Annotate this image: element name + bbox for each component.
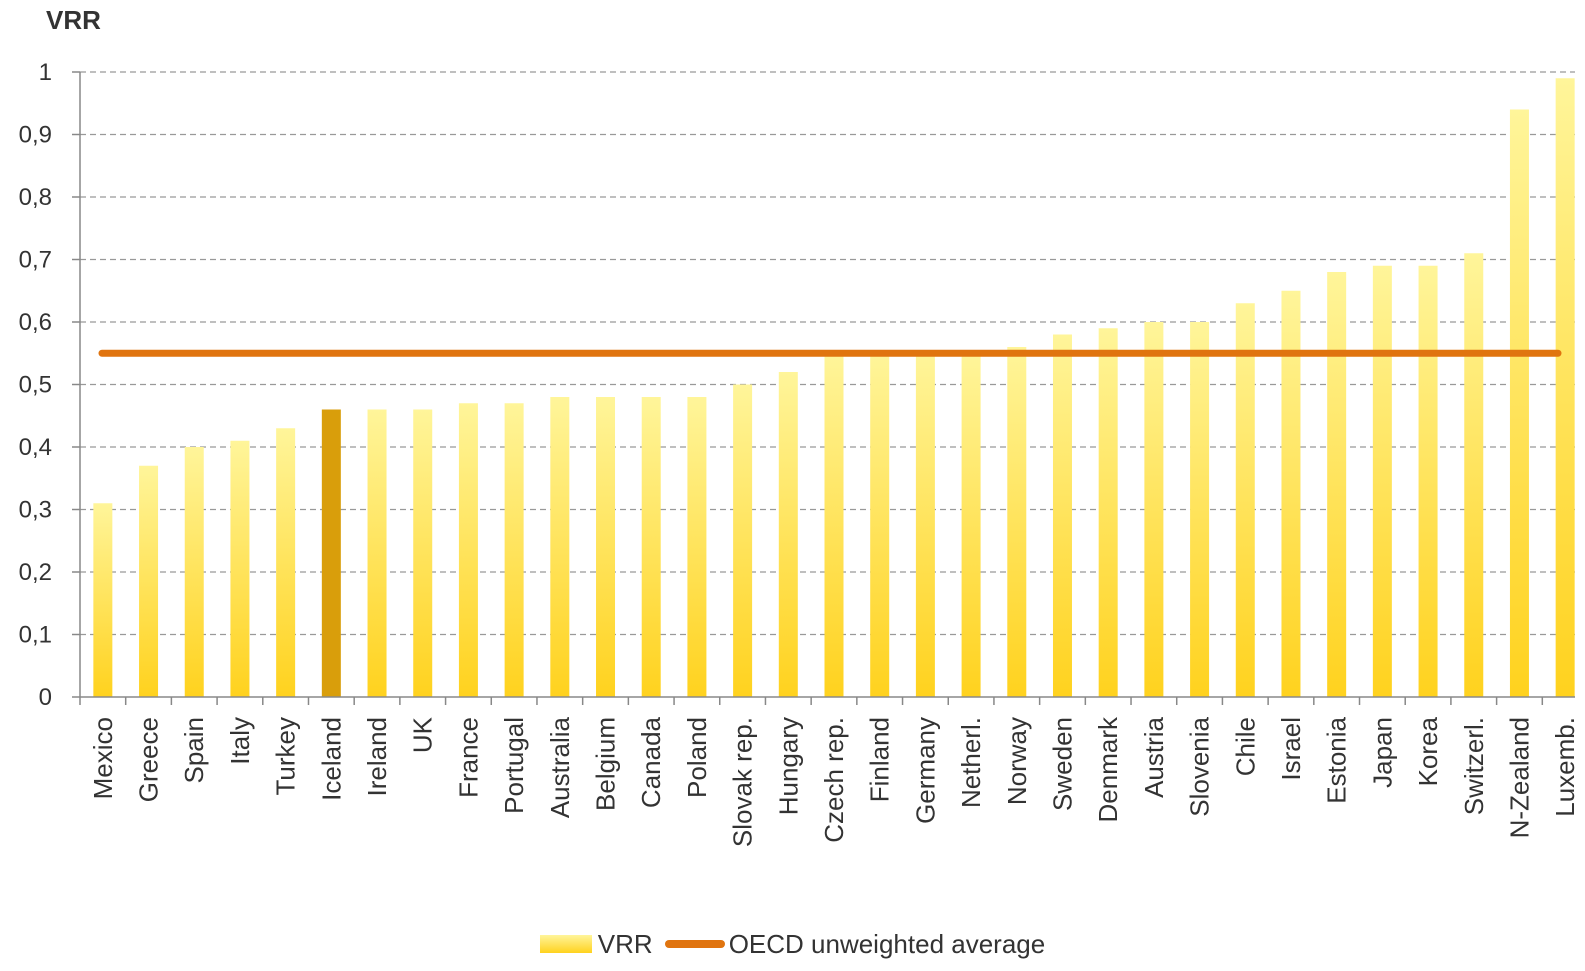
x-axis: Mexico Greece Spain Italy Turkey Iceland Irela… [79,696,1580,847]
x-tick-label: N-Zealand [1504,717,1534,838]
x-tick-label: Turkey [271,717,301,796]
bar-hungary [778,372,798,697]
bar-switzerl- [1464,253,1484,697]
x-tick-label: Israel [1276,717,1306,781]
x-tick-label: Austria [1139,716,1169,797]
bar-poland [687,397,707,697]
x-tick-label: Belgium [591,717,621,811]
x-tick-label: Italy [225,717,255,765]
x-tick-label: Greece [134,717,164,802]
bar-spain [184,447,204,697]
bar-mexico [93,503,113,697]
x-tick-label: Korea [1413,716,1443,786]
bars [93,78,1575,697]
bar-australia [550,397,570,697]
chart: VRR 0 0,1 0,2 0,3 0,4 0,5 0,6 0,7 0,8 0,9 1 Mexico… [19,5,1581,847]
x-tick-label: Sweden [1047,717,1077,811]
x-tick-label: Estonia [1322,716,1352,803]
bar-belgium [596,397,616,697]
x-tick-label: Slovenia [1185,716,1215,816]
y-tick-label: 0,1 [19,622,52,649]
bar-slovak-rep- [733,384,753,697]
legend-swatch-average [664,940,725,948]
legend-item-vrr: VRR [539,928,653,960]
bar-canada [641,397,661,697]
bar-austria [1144,322,1164,697]
bar-portugal [504,403,524,697]
y-tick-label: 0,3 [19,497,52,524]
legend: VRR OECD unweighted average [0,924,1585,964]
legend-label-vrr: VRR [597,928,653,959]
bar-ireland [367,409,387,697]
y-tick-label: 1 [39,59,52,86]
bar-chile [1235,303,1255,697]
x-tick-label: Switzerl. [1459,717,1489,815]
x-tick-label: Slovak rep. [728,717,758,847]
bar-france [458,403,478,697]
x-tick-label: Spain [179,717,209,784]
bar-italy [230,440,250,697]
bar-korea [1418,265,1438,697]
bar-iceland [321,409,341,697]
x-tick-label: France [453,717,483,798]
x-tick-label: Netherl. [956,717,986,808]
x-tick-label: Hungary [773,717,803,815]
y-tick-label: 0,6 [19,309,52,336]
y-tick-label: 0,8 [19,184,52,211]
y-tick-label: 0 [39,684,52,711]
x-tick-label: Norway [1002,717,1032,805]
x-tick-label: Mexico [88,717,118,799]
bar-slovenia [1190,322,1210,697]
bar-denmark [1098,328,1118,697]
bar-uk [413,409,433,697]
bar-sweden [1052,334,1072,697]
x-tick-label: Ireland [362,717,392,797]
y-tick-label: 0,4 [19,434,52,461]
bar-czech-rep- [824,353,844,697]
bar-norway [1007,347,1027,697]
x-tick-label: Japan [1367,717,1397,788]
bar-n-zealand [1509,109,1529,697]
y-tick-label: 0,2 [19,559,52,586]
bar-greece [139,465,159,697]
grid [72,71,1575,698]
x-tick-label: Czech rep. [819,717,849,843]
x-tick-label: Luxemb. [1550,717,1580,817]
x-tick-label: Iceland [316,717,346,801]
bar-germany [915,353,935,697]
y-tick-label: 0,9 [19,122,52,149]
y-tick-label: 0,5 [19,372,52,399]
bar-japan [1372,265,1392,697]
x-tick-label: Germany [910,717,940,824]
x-tick-label: Portugal [499,717,529,814]
bar-estonia [1327,272,1347,697]
x-tick-label: Australia [545,716,575,818]
bar-finland [870,353,890,697]
bar-turkey [276,428,296,697]
x-tick-label: Poland [682,717,712,798]
legend-swatch-vrr [539,935,592,953]
bar-netherl- [961,353,981,697]
x-tick-label: Finland [865,717,895,802]
bar-luxemb- [1555,78,1575,697]
y-tick-labels: 0 0,1 0,2 0,3 0,4 0,5 0,6 0,7 0,8 0,9 1 [19,59,52,711]
x-tick-label: Denmark [1093,716,1123,822]
legend-label-average: OECD unweighted average [728,928,1046,959]
bar-israel [1281,290,1301,697]
x-tick-label: Chile [1230,717,1260,776]
x-tick-label: UK [408,716,438,753]
y-tick-label: 0,7 [19,247,52,274]
y-axis-title: VRR [46,5,101,35]
x-tick-label: Canada [636,716,666,808]
legend-item-average: OECD unweighted average [664,928,1046,960]
